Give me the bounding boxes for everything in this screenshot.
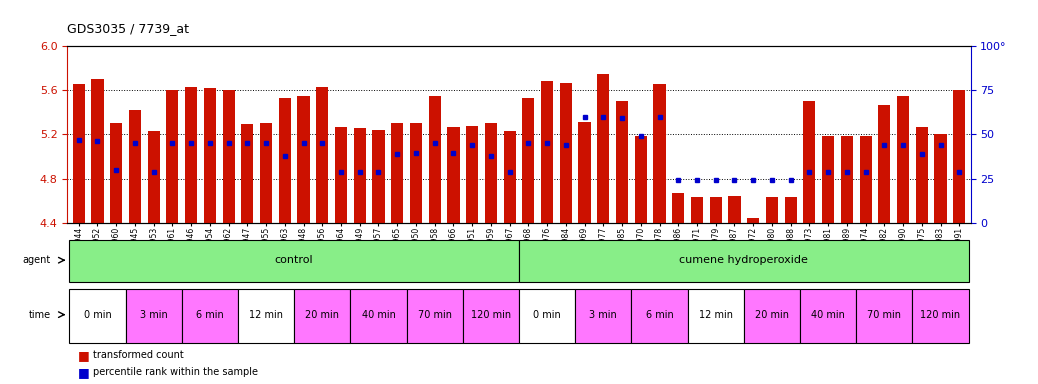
Bar bbox=[260, 123, 272, 223]
Bar bbox=[729, 196, 740, 223]
Bar bbox=[800, 289, 856, 343]
Text: 70 min: 70 min bbox=[417, 310, 452, 319]
Bar bbox=[803, 101, 816, 223]
Bar bbox=[182, 289, 238, 343]
Bar bbox=[110, 123, 122, 223]
Bar bbox=[354, 128, 365, 223]
Text: 0 min: 0 min bbox=[534, 310, 561, 319]
Text: percentile rank within the sample: percentile rank within the sample bbox=[93, 367, 258, 377]
Text: control: control bbox=[275, 255, 313, 265]
Bar bbox=[744, 289, 800, 343]
Text: 120 min: 120 min bbox=[471, 310, 511, 319]
Bar bbox=[687, 289, 744, 343]
Bar bbox=[934, 134, 947, 223]
Bar bbox=[126, 289, 182, 343]
Bar bbox=[129, 110, 141, 223]
Text: 20 min: 20 min bbox=[755, 310, 789, 319]
Bar bbox=[410, 123, 422, 223]
Bar bbox=[654, 84, 665, 223]
Bar bbox=[298, 96, 309, 223]
Bar bbox=[335, 127, 347, 223]
Bar bbox=[841, 136, 853, 223]
Text: GDS3035 / 7739_at: GDS3035 / 7739_at bbox=[67, 22, 190, 35]
Bar bbox=[575, 289, 631, 343]
Text: cumene hydroperoxide: cumene hydroperoxide bbox=[680, 255, 809, 265]
Text: 40 min: 40 min bbox=[812, 310, 845, 319]
Bar bbox=[70, 289, 126, 343]
Bar bbox=[351, 289, 407, 343]
Bar bbox=[203, 88, 216, 223]
Bar bbox=[519, 240, 968, 282]
Bar bbox=[519, 289, 575, 343]
Bar bbox=[616, 101, 628, 223]
Bar bbox=[912, 289, 968, 343]
Text: time: time bbox=[28, 310, 51, 319]
Bar bbox=[522, 98, 535, 223]
Text: 40 min: 40 min bbox=[361, 310, 395, 319]
Bar bbox=[463, 289, 519, 343]
Bar bbox=[503, 131, 516, 223]
Bar bbox=[241, 124, 253, 223]
Bar bbox=[785, 197, 797, 223]
Text: agent: agent bbox=[23, 255, 51, 265]
Bar bbox=[70, 240, 519, 282]
Bar bbox=[466, 126, 479, 223]
Text: ■: ■ bbox=[78, 349, 89, 362]
Bar bbox=[73, 84, 85, 223]
Bar bbox=[673, 193, 684, 223]
Bar bbox=[238, 289, 294, 343]
Bar bbox=[429, 96, 441, 223]
Text: ■: ■ bbox=[78, 366, 89, 379]
Bar bbox=[631, 289, 687, 343]
Bar bbox=[541, 81, 553, 223]
Bar bbox=[485, 123, 497, 223]
Bar bbox=[856, 289, 912, 343]
Text: 6 min: 6 min bbox=[196, 310, 224, 319]
Bar bbox=[147, 131, 160, 223]
Bar bbox=[317, 87, 328, 223]
Text: 120 min: 120 min bbox=[921, 310, 960, 319]
Bar bbox=[691, 197, 703, 223]
Bar bbox=[953, 90, 965, 223]
Bar bbox=[859, 136, 872, 223]
Bar bbox=[279, 98, 291, 223]
Bar bbox=[766, 197, 778, 223]
Bar bbox=[391, 123, 404, 223]
Bar bbox=[91, 79, 104, 223]
Text: 6 min: 6 min bbox=[646, 310, 674, 319]
Text: 12 min: 12 min bbox=[249, 310, 283, 319]
Text: 12 min: 12 min bbox=[699, 310, 733, 319]
Bar bbox=[597, 74, 609, 223]
Bar bbox=[634, 136, 647, 223]
Text: 70 min: 70 min bbox=[868, 310, 901, 319]
Bar bbox=[373, 130, 384, 223]
Bar bbox=[407, 289, 463, 343]
Bar bbox=[916, 127, 928, 223]
Bar bbox=[294, 289, 351, 343]
Text: 3 min: 3 min bbox=[590, 310, 618, 319]
Bar bbox=[710, 197, 721, 223]
Text: 0 min: 0 min bbox=[84, 310, 111, 319]
Bar bbox=[559, 83, 572, 223]
Bar bbox=[222, 90, 235, 223]
Bar bbox=[185, 87, 197, 223]
Bar bbox=[578, 122, 591, 223]
Bar bbox=[447, 127, 460, 223]
Bar bbox=[897, 96, 909, 223]
Bar bbox=[822, 136, 835, 223]
Text: 3 min: 3 min bbox=[140, 310, 167, 319]
Text: transformed count: transformed count bbox=[93, 350, 184, 360]
Text: 20 min: 20 min bbox=[305, 310, 339, 319]
Bar bbox=[166, 90, 179, 223]
Bar bbox=[878, 104, 891, 223]
Bar bbox=[747, 218, 759, 223]
